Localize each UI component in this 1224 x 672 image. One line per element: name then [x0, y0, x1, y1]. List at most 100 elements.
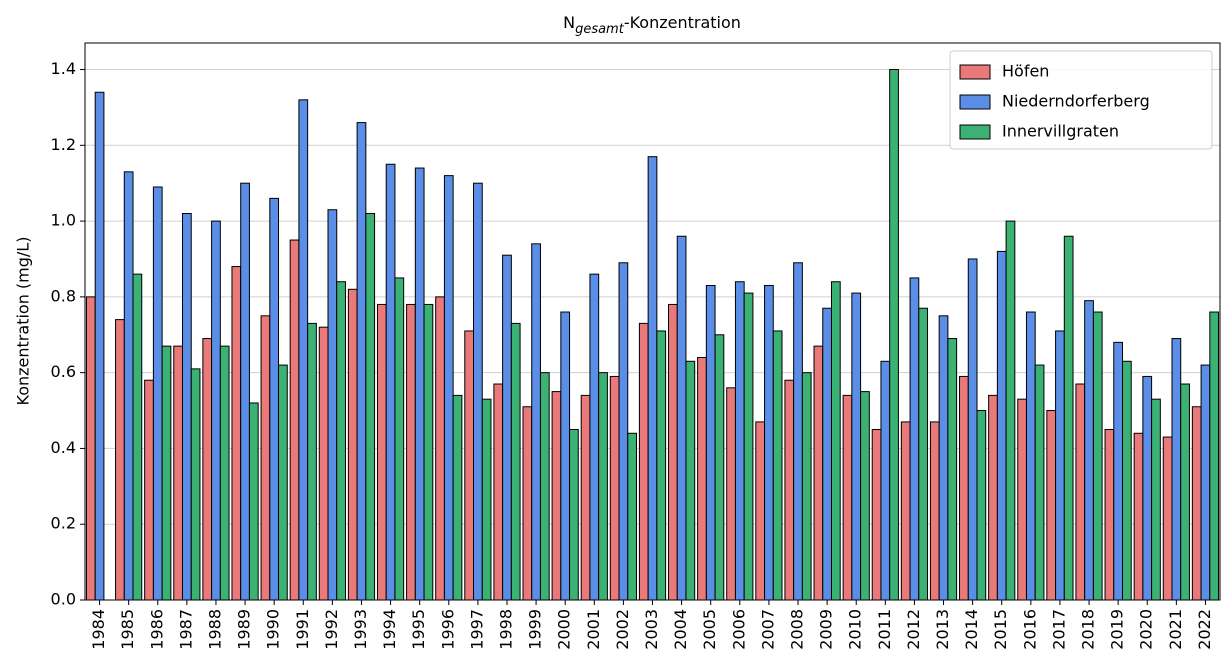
bar — [365, 213, 376, 601]
bar — [1017, 398, 1027, 601]
bar — [697, 356, 707, 601]
x-tick-label: 2003 — [642, 609, 661, 650]
bar — [522, 406, 533, 601]
x-tick-label: 1992 — [322, 609, 341, 650]
x-tick-label: 2016 — [1020, 609, 1039, 650]
bar — [219, 345, 230, 601]
bar — [1025, 311, 1036, 601]
x-tick-label: 2013 — [933, 609, 952, 650]
bar — [569, 428, 579, 601]
plot-frame — [84, 42, 1221, 601]
bar — [347, 288, 358, 601]
bar — [967, 258, 978, 601]
bar — [988, 394, 998, 601]
bar — [1055, 330, 1065, 601]
bar — [231, 266, 242, 601]
bar — [493, 383, 504, 601]
bar — [947, 338, 958, 601]
bar — [1113, 341, 1124, 601]
bar — [278, 364, 288, 601]
y-tick-label: 0.0 — [51, 590, 76, 609]
bar — [260, 315, 271, 601]
bar — [743, 292, 754, 601]
bar — [307, 322, 317, 601]
bar — [327, 209, 338, 601]
title-rest: -Konzentration — [624, 13, 741, 32]
bar — [618, 262, 629, 601]
bar — [813, 345, 824, 601]
x-tick-label: 2014 — [962, 609, 981, 650]
x-tick-label: 2008 — [788, 609, 807, 650]
bar — [889, 69, 899, 601]
x-tick-label: 2005 — [700, 609, 719, 650]
title-main: N — [563, 13, 575, 32]
bar — [726, 387, 736, 601]
bar — [638, 322, 649, 601]
bar — [959, 375, 969, 601]
x-tick-label: 2006 — [729, 609, 748, 650]
x-tick-label: 1997 — [467, 609, 486, 650]
y-tick-label: 1.4 — [51, 59, 76, 78]
x-tick-label: 2000 — [555, 609, 574, 650]
bar — [551, 391, 562, 601]
x-tick-label: 1987 — [176, 609, 195, 650]
x-tick-label: 2010 — [846, 609, 865, 650]
x-tick-label: 1994 — [380, 609, 399, 650]
x-tick-label: 1988 — [205, 609, 224, 650]
x-tick-label: 2020 — [1137, 609, 1156, 650]
bar — [248, 402, 259, 601]
x-tick-label: 2001 — [584, 609, 603, 650]
bar — [1046, 410, 1057, 601]
bar — [1005, 220, 1016, 601]
bar — [880, 360, 891, 601]
bar — [406, 303, 416, 601]
bar — [851, 292, 862, 601]
bar — [1075, 383, 1086, 601]
bar — [734, 281, 745, 601]
x-tick-label: 2015 — [991, 609, 1010, 650]
bar — [464, 330, 475, 601]
bar — [336, 281, 346, 601]
x-tick-label: 1996 — [438, 609, 457, 650]
x-tick-label: 1989 — [235, 609, 254, 650]
bar — [298, 99, 309, 601]
x-tick-label: 1998 — [496, 609, 515, 650]
bar — [772, 330, 783, 601]
bar — [996, 250, 1007, 601]
bar — [1191, 406, 1202, 601]
chart-title: Ngesamt-Konzentration — [563, 13, 741, 37]
y-tick-label: 0.2 — [51, 514, 76, 533]
bar — [1084, 300, 1094, 601]
bar — [598, 372, 608, 601]
bar — [1104, 428, 1115, 601]
bar — [676, 235, 687, 601]
bar — [211, 220, 221, 601]
bar — [801, 372, 812, 601]
bar — [1122, 360, 1132, 601]
bar — [830, 281, 841, 601]
x-tick-label: 2022 — [1195, 609, 1214, 650]
bar — [764, 285, 774, 601]
bar — [269, 197, 280, 601]
bar — [860, 391, 870, 601]
bar — [784, 379, 795, 601]
bar — [1142, 375, 1153, 601]
x-tick-label: 1995 — [409, 609, 428, 650]
bar — [452, 394, 463, 601]
x-tick-label: 2011 — [875, 609, 894, 650]
bar — [510, 322, 521, 601]
bar — [94, 91, 105, 601]
x-tick-label: 1999 — [526, 609, 545, 650]
bar — [918, 307, 929, 601]
bar — [385, 163, 396, 601]
bar — [1034, 364, 1045, 601]
bar — [929, 421, 940, 601]
y-tick-label: 0.6 — [51, 362, 76, 381]
bar — [656, 330, 667, 601]
bar — [976, 410, 987, 601]
bar — [1209, 311, 1220, 601]
legend-swatch — [959, 94, 991, 110]
bar — [627, 432, 637, 601]
bar — [900, 421, 911, 601]
bar — [443, 175, 454, 601]
